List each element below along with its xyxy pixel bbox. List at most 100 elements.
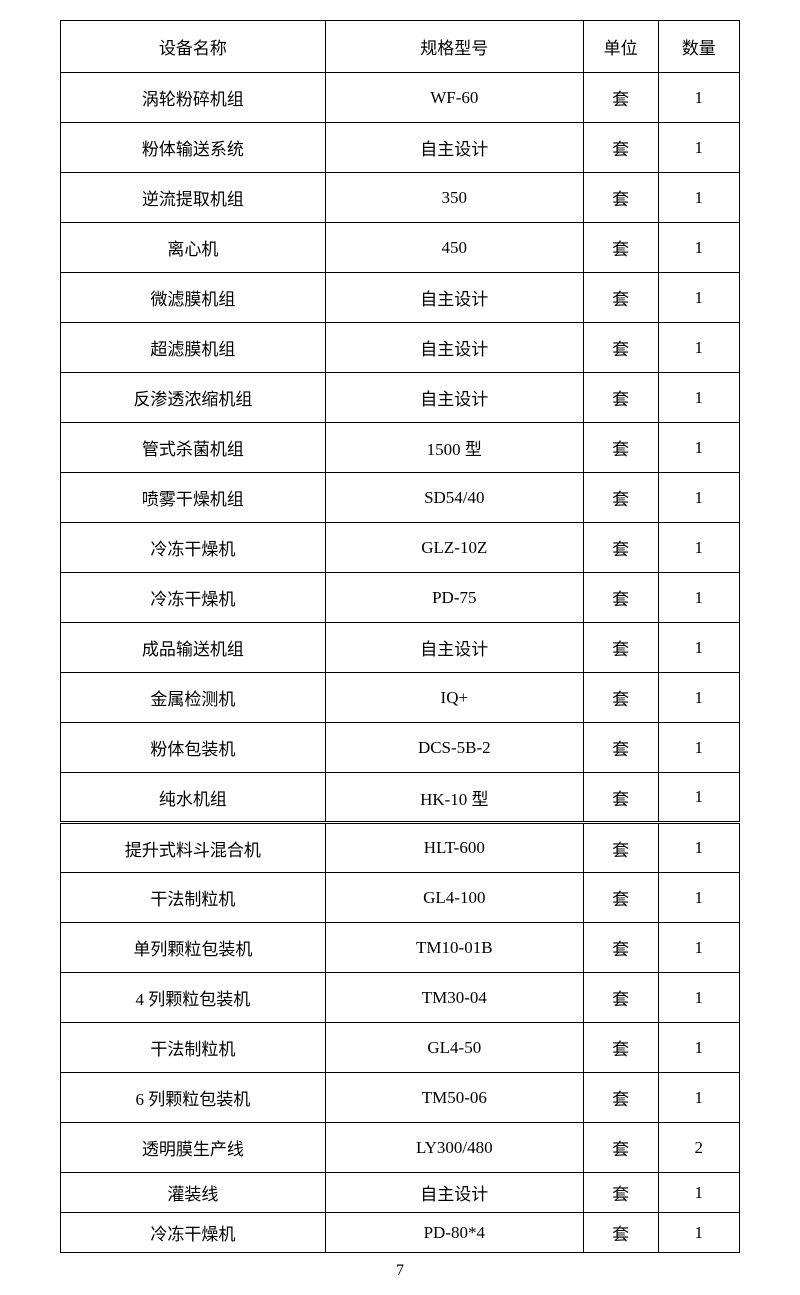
cell-unit: 套	[583, 123, 658, 173]
cell-name: 成品输送机组	[61, 623, 326, 673]
cell-spec: TM30-04	[325, 973, 583, 1023]
table-row: 微滤膜机组自主设计套1	[61, 273, 740, 323]
cell-unit: 套	[583, 973, 658, 1023]
cell-name: 6 列颗粒包装机	[61, 1073, 326, 1123]
cell-name: 管式杀菌机组	[61, 423, 326, 473]
table-row: 干法制粒机GL4-50套1	[61, 1023, 740, 1073]
table-row: 逆流提取机组350套1	[61, 173, 740, 223]
cell-spec: LY300/480	[325, 1123, 583, 1173]
table-row: 提升式料斗混合机HLT-600套1	[61, 823, 740, 873]
cell-qty: 1	[658, 73, 740, 123]
cell-qty: 1	[658, 523, 740, 573]
table-body: 涡轮粉碎机组WF-60套1粉体输送系统自主设计套1逆流提取机组350套1离心机4…	[61, 73, 740, 1253]
cell-name: 粉体输送系统	[61, 123, 326, 173]
cell-qty: 1	[658, 723, 740, 773]
cell-name: 逆流提取机组	[61, 173, 326, 223]
cell-unit: 套	[583, 473, 658, 523]
cell-spec: 自主设计	[325, 373, 583, 423]
cell-name: 4 列颗粒包装机	[61, 973, 326, 1023]
cell-qty: 1	[658, 923, 740, 973]
cell-unit: 套	[583, 1023, 658, 1073]
cell-qty: 1	[658, 373, 740, 423]
page-number: 7	[0, 1262, 800, 1280]
cell-qty: 2	[658, 1123, 740, 1173]
cell-unit: 套	[583, 623, 658, 673]
cell-unit: 套	[583, 1123, 658, 1173]
cell-name: 干法制粒机	[61, 1023, 326, 1073]
cell-spec: TM50-06	[325, 1073, 583, 1123]
table-row: 灌装线自主设计套1	[61, 1173, 740, 1213]
table-header-row: 设备名称 规格型号 单位 数量	[61, 21, 740, 73]
table-row: 冷冻干燥机GLZ-10Z套1	[61, 523, 740, 573]
cell-name: 涡轮粉碎机组	[61, 73, 326, 123]
cell-qty: 1	[658, 173, 740, 223]
table-row: 成品输送机组自主设计套1	[61, 623, 740, 673]
header-unit: 单位	[583, 21, 658, 73]
cell-name: 微滤膜机组	[61, 273, 326, 323]
cell-qty: 1	[658, 1073, 740, 1123]
table-row: 干法制粒机GL4-100套1	[61, 873, 740, 923]
header-qty: 数量	[658, 21, 740, 73]
table-row: 超滤膜机组自主设计套1	[61, 323, 740, 373]
cell-unit: 套	[583, 73, 658, 123]
cell-qty: 1	[658, 673, 740, 723]
cell-unit: 套	[583, 273, 658, 323]
cell-unit: 套	[583, 423, 658, 473]
cell-spec: HK-10 型	[325, 773, 583, 823]
cell-qty: 1	[658, 223, 740, 273]
table-row: 冷冻干燥机PD-75套1	[61, 573, 740, 623]
cell-spec: 450	[325, 223, 583, 273]
table-row: 4 列颗粒包装机TM30-04套1	[61, 973, 740, 1023]
cell-qty: 1	[658, 973, 740, 1023]
cell-qty: 1	[658, 423, 740, 473]
table-row: 冷冻干燥机PD-80*4套1	[61, 1213, 740, 1253]
cell-name: 透明膜生产线	[61, 1123, 326, 1173]
table-row: 粉体包装机DCS-5B-2套1	[61, 723, 740, 773]
cell-unit: 套	[583, 773, 658, 823]
cell-spec: HLT-600	[325, 823, 583, 873]
cell-spec: GL4-50	[325, 1023, 583, 1073]
table-row: 6 列颗粒包装机TM50-06套1	[61, 1073, 740, 1123]
cell-unit: 套	[583, 173, 658, 223]
cell-spec: PD-75	[325, 573, 583, 623]
cell-qty: 1	[658, 573, 740, 623]
cell-name: 冷冻干燥机	[61, 573, 326, 623]
cell-unit: 套	[583, 573, 658, 623]
cell-unit: 套	[583, 873, 658, 923]
table-row: 透明膜生产线LY300/480套2	[61, 1123, 740, 1173]
table-row: 金属检测机IQ+套1	[61, 673, 740, 723]
cell-qty: 1	[658, 1173, 740, 1213]
header-spec: 规格型号	[325, 21, 583, 73]
cell-spec: 自主设计	[325, 1173, 583, 1213]
cell-spec: 自主设计	[325, 323, 583, 373]
cell-name: 金属检测机	[61, 673, 326, 723]
cell-unit: 套	[583, 523, 658, 573]
cell-unit: 套	[583, 823, 658, 873]
cell-spec: DCS-5B-2	[325, 723, 583, 773]
cell-spec: PD-80*4	[325, 1213, 583, 1253]
cell-spec: 自主设计	[325, 623, 583, 673]
cell-unit: 套	[583, 923, 658, 973]
cell-name: 干法制粒机	[61, 873, 326, 923]
cell-name: 超滤膜机组	[61, 323, 326, 373]
cell-name: 冷冻干燥机	[61, 1213, 326, 1253]
table-row: 喷雾干燥机组SD54/40套1	[61, 473, 740, 523]
cell-unit: 套	[583, 323, 658, 373]
cell-unit: 套	[583, 1213, 658, 1253]
header-name: 设备名称	[61, 21, 326, 73]
cell-spec: WF-60	[325, 73, 583, 123]
cell-spec: SD54/40	[325, 473, 583, 523]
table-row: 管式杀菌机组1500 型套1	[61, 423, 740, 473]
table-row: 单列颗粒包装机TM10-01B套1	[61, 923, 740, 973]
table-row: 涡轮粉碎机组WF-60套1	[61, 73, 740, 123]
cell-unit: 套	[583, 1073, 658, 1123]
cell-name: 离心机	[61, 223, 326, 273]
cell-name: 单列颗粒包装机	[61, 923, 326, 973]
cell-qty: 1	[658, 1213, 740, 1253]
cell-name: 提升式料斗混合机	[61, 823, 326, 873]
cell-spec: TM10-01B	[325, 923, 583, 973]
cell-unit: 套	[583, 373, 658, 423]
cell-unit: 套	[583, 723, 658, 773]
cell-qty: 1	[658, 1023, 740, 1073]
cell-spec: GL4-100	[325, 873, 583, 923]
